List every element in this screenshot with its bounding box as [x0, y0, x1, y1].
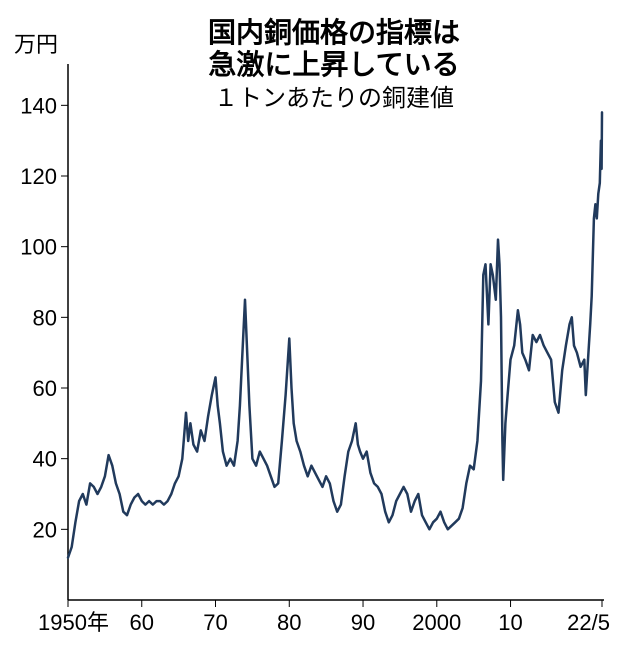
x-tick-label: 1950年: [38, 610, 109, 635]
y-unit-label: 万円: [14, 32, 58, 57]
y-tick-label: 20: [33, 517, 57, 542]
x-tick-label: 90: [351, 610, 375, 635]
x-tick-label: 22/5: [567, 610, 610, 635]
x-tick-label: 10: [498, 610, 522, 635]
price-series-line: [68, 112, 602, 557]
x-tick-label: 70: [203, 610, 227, 635]
chart-title-line1: 国内銅価格の指標は: [208, 16, 460, 48]
x-tick-label: 60: [130, 610, 154, 635]
y-tick-label: 60: [33, 376, 57, 401]
chart-subtitle: １トンあたりの銅建値: [214, 85, 454, 112]
y-tick-label: 120: [20, 164, 57, 189]
chart-title-line2: 急激に上昇している: [208, 49, 459, 80]
y-tick-label: 100: [20, 235, 57, 260]
chart-container: 国内銅価格の指標は急激に上昇している １トンあたりの銅建値 万円 20 40 60 80 10…: [0, 0, 618, 660]
y-tick-label: 140: [20, 93, 57, 118]
copper-price-chart: 国内銅価格の指標は急激に上昇している １トンあたりの銅建値 万円 20 40 60 80 10…: [0, 0, 618, 660]
y-tick-label: 80: [33, 305, 57, 330]
y-tick-label: 40: [33, 447, 57, 472]
x-tick-label: 80: [277, 610, 301, 635]
x-tick-label: 2000: [412, 610, 461, 635]
